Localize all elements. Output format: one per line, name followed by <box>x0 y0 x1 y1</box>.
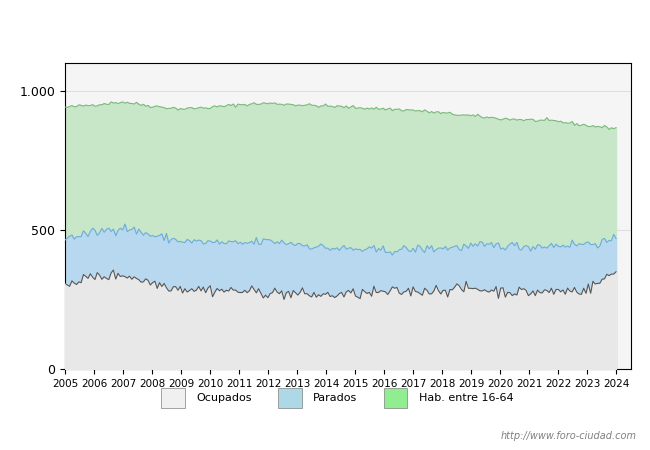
FancyBboxPatch shape <box>161 388 185 409</box>
Text: Parados: Parados <box>313 393 358 403</box>
Text: Ocupados: Ocupados <box>196 393 252 403</box>
FancyBboxPatch shape <box>278 388 302 409</box>
FancyBboxPatch shape <box>384 388 407 409</box>
Text: http://www.foro-ciudad.com: http://www.foro-ciudad.com <box>501 431 637 441</box>
Text: Hab. entre 16-64: Hab. entre 16-64 <box>419 393 514 403</box>
Text: Riópar - Evolucion de la poblacion en edad de Trabajar Noviembre de 2024: Riópar - Evolucion de la poblacion en ed… <box>64 20 586 34</box>
